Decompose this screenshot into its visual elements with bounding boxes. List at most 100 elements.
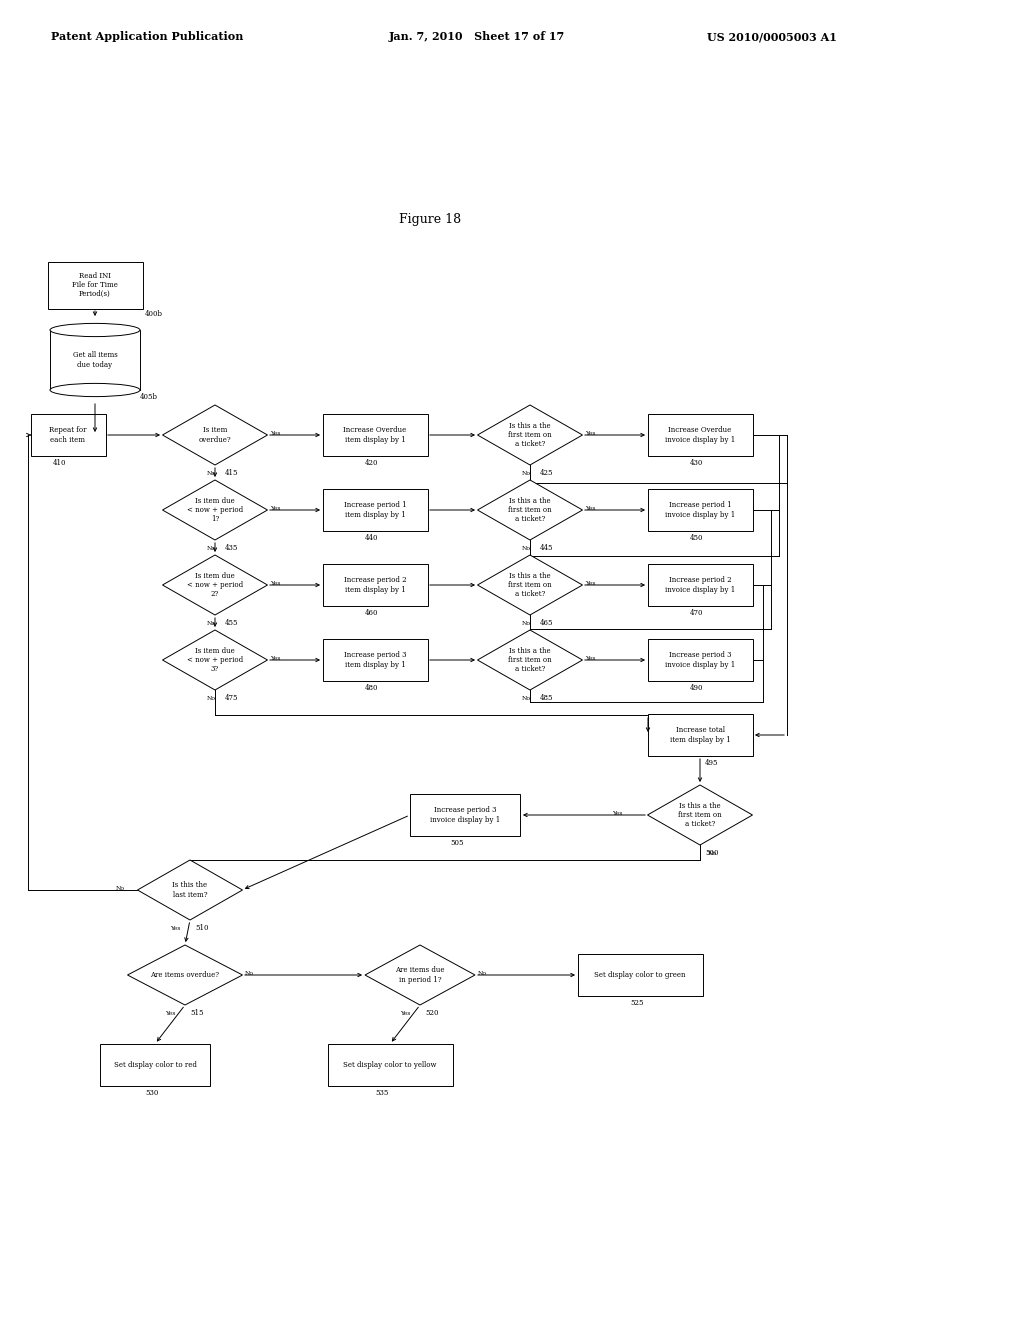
Polygon shape (477, 554, 583, 615)
FancyBboxPatch shape (323, 564, 427, 606)
Text: Increase period 3
invoice display by 1: Increase period 3 invoice display by 1 (665, 651, 735, 669)
Text: No: No (522, 620, 531, 626)
Text: Increase period 3
invoice display by 1: Increase period 3 invoice display by 1 (430, 807, 500, 824)
Text: Set display color to green: Set display color to green (594, 972, 686, 979)
Text: No: No (522, 471, 531, 477)
Text: Increase period 1
invoice display by 1: Increase period 1 invoice display by 1 (665, 502, 735, 519)
FancyBboxPatch shape (578, 954, 702, 997)
Text: Increase Overdue
item display by 1: Increase Overdue item display by 1 (343, 426, 407, 444)
Text: 515: 515 (190, 1008, 204, 1016)
Text: Yes: Yes (270, 656, 281, 661)
Text: 535: 535 (375, 1089, 388, 1097)
Text: Is this a the
first item on
a ticket?: Is this a the first item on a ticket? (678, 801, 722, 828)
Text: Is item due
< now + period
1?: Is item due < now + period 1? (187, 496, 243, 523)
Text: Repeat for
each item: Repeat for each item (49, 426, 87, 444)
Text: No: No (207, 546, 216, 550)
Text: Is item due
< now + period
2?: Is item due < now + period 2? (187, 572, 243, 598)
Text: Yes: Yes (612, 810, 623, 816)
Text: Set display color to yellow: Set display color to yellow (343, 1061, 437, 1069)
Text: Is this a the
first item on
a ticket?: Is this a the first item on a ticket? (508, 647, 552, 673)
Text: Increase Overdue
invoice display by 1: Increase Overdue invoice display by 1 (665, 426, 735, 444)
Text: 525: 525 (630, 999, 643, 1007)
Polygon shape (163, 405, 267, 465)
FancyBboxPatch shape (647, 714, 753, 756)
Text: Yes: Yes (585, 581, 596, 586)
Text: 400b: 400b (145, 310, 163, 318)
Text: Is item due
< now + period
3?: Is item due < now + period 3? (187, 647, 243, 673)
Text: 415: 415 (225, 469, 239, 477)
Ellipse shape (50, 383, 140, 396)
Text: Jan. 7, 2010   Sheet 17 of 17: Jan. 7, 2010 Sheet 17 of 17 (389, 32, 565, 42)
Text: Increase period 1
item display by 1: Increase period 1 item display by 1 (344, 502, 407, 519)
Text: Patent Application Publication: Patent Application Publication (51, 32, 244, 42)
FancyBboxPatch shape (647, 488, 753, 531)
FancyBboxPatch shape (323, 488, 427, 531)
Ellipse shape (50, 323, 140, 337)
Text: Are items due
in period 1?: Are items due in period 1? (395, 966, 444, 983)
Text: 405b: 405b (140, 393, 158, 401)
Text: Yes: Yes (585, 506, 596, 511)
Text: Increase period 3
item display by 1: Increase period 3 item display by 1 (344, 651, 407, 669)
Text: Yes: Yes (585, 656, 596, 661)
Text: US 2010/0005003 A1: US 2010/0005003 A1 (707, 32, 837, 42)
Text: 505: 505 (450, 840, 464, 847)
Text: Yes: Yes (585, 432, 596, 436)
Text: Is this a the
first item on
a ticket?: Is this a the first item on a ticket? (508, 422, 552, 449)
Text: No: No (207, 620, 216, 626)
Text: Is this a the
first item on
a ticket?: Is this a the first item on a ticket? (508, 572, 552, 598)
Text: No: No (708, 851, 717, 855)
Text: Figure 18: Figure 18 (399, 214, 461, 227)
Text: Read INI
File for Time
Period(s): Read INI File for Time Period(s) (72, 272, 118, 298)
Polygon shape (163, 480, 267, 540)
FancyBboxPatch shape (647, 639, 753, 681)
Text: Are items overdue?: Are items overdue? (151, 972, 219, 979)
Text: 520: 520 (425, 1008, 438, 1016)
Text: 430: 430 (690, 459, 703, 467)
Text: Is item
overdue?: Is item overdue? (199, 426, 231, 444)
Text: 440: 440 (365, 535, 379, 543)
Text: No: No (116, 886, 125, 891)
Text: No: No (478, 972, 487, 975)
Text: Yes: Yes (400, 1011, 411, 1016)
Text: 500: 500 (705, 849, 719, 857)
Text: Get all items
due today: Get all items due today (73, 351, 118, 368)
FancyBboxPatch shape (647, 564, 753, 606)
Polygon shape (137, 861, 243, 920)
Text: 425: 425 (540, 469, 554, 477)
Text: Set display color to red: Set display color to red (114, 1061, 197, 1069)
FancyBboxPatch shape (328, 1044, 453, 1086)
Text: 450: 450 (690, 535, 703, 543)
Polygon shape (647, 785, 753, 845)
Text: 420: 420 (365, 459, 379, 467)
Text: 480: 480 (365, 684, 379, 692)
Polygon shape (163, 554, 267, 615)
FancyBboxPatch shape (323, 639, 427, 681)
Text: Yes: Yes (270, 506, 281, 511)
Polygon shape (477, 405, 583, 465)
Polygon shape (477, 480, 583, 540)
Text: No: No (207, 696, 216, 701)
Text: 445: 445 (540, 544, 554, 552)
Text: 455: 455 (225, 619, 239, 627)
Text: Yes: Yes (165, 1011, 175, 1016)
Text: 475: 475 (225, 694, 239, 702)
Text: 510: 510 (195, 924, 209, 932)
Text: No: No (522, 696, 531, 701)
Polygon shape (163, 630, 267, 690)
Text: Increase total
item display by 1: Increase total item display by 1 (670, 726, 730, 743)
Text: Is this a the
first item on
a ticket?: Is this a the first item on a ticket? (508, 496, 552, 523)
Text: Yes: Yes (170, 927, 180, 931)
FancyBboxPatch shape (410, 795, 520, 836)
Text: 460: 460 (365, 609, 379, 616)
Text: Is this the
last item?: Is this the last item? (172, 882, 208, 899)
Text: Increase period 2
item display by 1: Increase period 2 item display by 1 (344, 577, 407, 594)
Text: 470: 470 (690, 609, 703, 616)
Bar (50, 330, 140, 389)
Polygon shape (477, 630, 583, 690)
Text: 490: 490 (690, 684, 703, 692)
Text: No: No (207, 471, 216, 477)
Polygon shape (365, 945, 475, 1005)
Text: 435: 435 (225, 544, 239, 552)
Text: Yes: Yes (270, 432, 281, 436)
Text: Increase period 2
invoice display by 1: Increase period 2 invoice display by 1 (665, 577, 735, 594)
